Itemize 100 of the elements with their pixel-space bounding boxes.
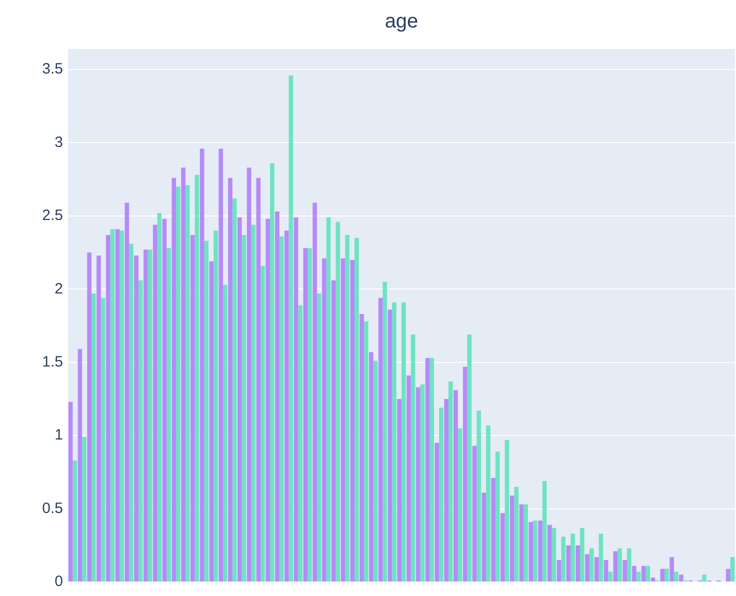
bar — [641, 566, 646, 582]
bar — [650, 578, 656, 582]
bar — [702, 574, 706, 582]
y-tick-label: 2.5 — [42, 207, 63, 224]
bar — [312, 202, 317, 582]
bar — [124, 202, 130, 582]
bar — [200, 148, 204, 582]
bar — [547, 524, 552, 582]
y-tick-label: 2 — [54, 280, 63, 298]
bar — [467, 334, 472, 582]
y-tick-label: 3 — [54, 134, 63, 151]
bar — [528, 522, 534, 582]
bar — [416, 387, 420, 582]
bar — [594, 557, 599, 582]
bar — [148, 250, 152, 582]
bar — [288, 75, 294, 582]
y-tick-label: 3.5 — [42, 60, 63, 78]
bar — [82, 437, 86, 582]
bar — [96, 255, 101, 582]
bar — [670, 557, 674, 582]
bar — [270, 163, 274, 582]
bar — [87, 252, 92, 582]
bar — [144, 250, 148, 582]
bar — [228, 178, 232, 582]
bar — [246, 168, 252, 582]
bar — [444, 398, 448, 582]
bar — [120, 230, 124, 582]
bar — [524, 504, 528, 582]
bar — [392, 302, 396, 582]
bar — [556, 560, 562, 582]
bar — [326, 217, 331, 582]
bar — [209, 261, 214, 582]
bar — [232, 198, 237, 582]
bar — [542, 480, 547, 582]
bar — [410, 334, 416, 582]
bar — [552, 528, 556, 582]
bar — [504, 440, 510, 582]
bar — [106, 234, 110, 582]
bar — [580, 528, 584, 582]
bar — [397, 398, 402, 582]
bar — [604, 560, 608, 582]
bar — [275, 212, 280, 582]
bar — [632, 566, 636, 582]
bar — [298, 305, 302, 582]
bar — [482, 492, 486, 582]
bar — [570, 534, 575, 582]
bar — [134, 255, 138, 582]
bar — [223, 284, 228, 582]
bar — [138, 280, 143, 582]
bar — [514, 486, 519, 582]
bar — [294, 217, 298, 582]
bar — [378, 298, 383, 582]
bar — [472, 446, 477, 582]
bar — [129, 244, 134, 582]
bar — [279, 236, 284, 582]
bar — [284, 230, 289, 582]
bar — [622, 560, 627, 582]
bar — [331, 280, 336, 582]
bar — [340, 258, 346, 582]
bar — [260, 266, 265, 582]
bar — [368, 352, 374, 582]
bar — [664, 568, 669, 582]
bar — [364, 321, 368, 582]
bar — [256, 178, 261, 582]
bar — [660, 568, 665, 582]
bar — [354, 238, 359, 582]
bar — [730, 557, 735, 582]
bar — [176, 186, 180, 582]
bar — [589, 548, 594, 582]
bar — [626, 548, 632, 582]
bar — [462, 366, 468, 582]
bar — [382, 282, 388, 582]
bar — [157, 213, 162, 582]
bar — [360, 314, 364, 582]
bar — [190, 234, 195, 582]
bar — [181, 168, 186, 582]
bar — [430, 358, 434, 582]
bar — [420, 384, 425, 582]
bar — [266, 218, 270, 582]
bar — [68, 402, 73, 582]
bar — [636, 572, 641, 582]
bar — [185, 185, 190, 582]
bar — [476, 410, 481, 582]
bar — [726, 568, 730, 582]
bar — [162, 218, 167, 582]
bar — [646, 566, 650, 582]
bar — [679, 574, 684, 582]
bar — [448, 381, 453, 582]
bar — [336, 222, 340, 582]
bar — [519, 504, 524, 582]
bar — [608, 572, 612, 582]
bar — [402, 302, 406, 582]
bar — [115, 229, 120, 582]
bar — [585, 554, 590, 582]
bar — [214, 230, 218, 582]
bar — [91, 294, 96, 582]
y-tick-label: 0.5 — [42, 500, 63, 517]
y-tick-label: 1 — [54, 426, 63, 444]
bar — [204, 240, 209, 582]
bar — [674, 572, 678, 582]
